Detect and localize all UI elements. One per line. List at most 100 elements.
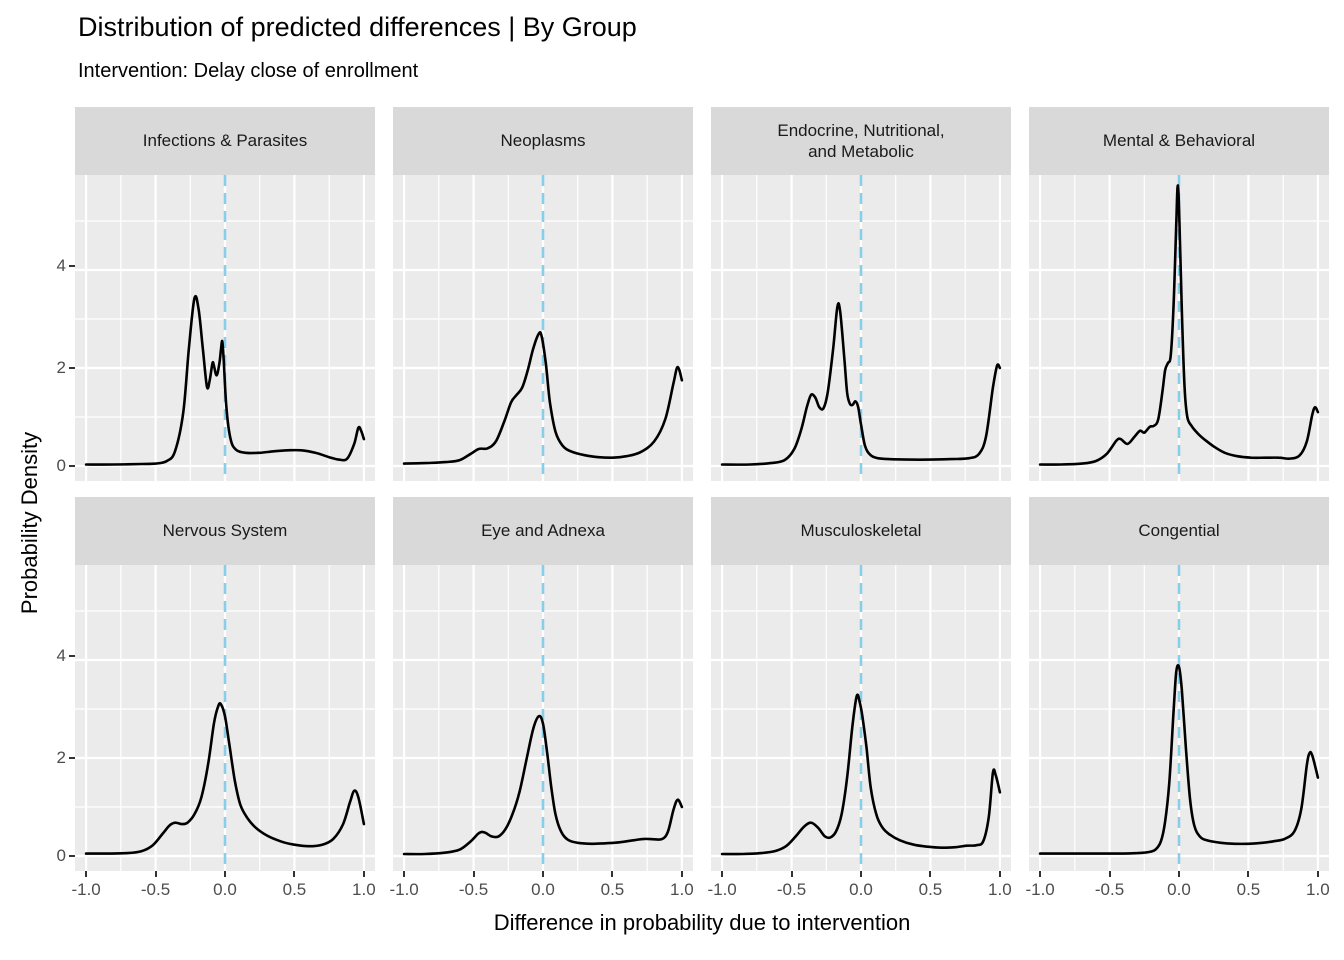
facet-strip: Congential [1029, 497, 1329, 565]
x-tick-label: 1.0 [988, 880, 1012, 899]
x-tick-label: -1.0 [1025, 880, 1055, 899]
facet-strip: Endocrine, Nutritional, and Metabolic [711, 107, 1011, 175]
x-tick-mark [680, 871, 683, 877]
density-curve [84, 294, 366, 466]
facet-musculoskeletal: Musculoskeletal -1.0 -0.5 0.0 0.5 1.0 [707, 497, 1012, 899]
facet-eye-adnexa: Eye and Adnexa -1.0 -0.5 0.0 0.5 1.0 [389, 497, 694, 899]
x-tick-label: -0.5 [140, 880, 171, 899]
x-tick-mark [790, 871, 793, 877]
x-tick-label: 0.0 [531, 880, 555, 899]
x-tick-label: 0.5 [282, 880, 307, 899]
x-tick-label: 0.5 [600, 880, 625, 899]
facet-strip-label: Congential [1138, 521, 1220, 541]
x-tick-mark [998, 871, 1001, 877]
y-tick-mark [69, 465, 75, 467]
x-axis: -1.0 -0.5 0.0 0.5 1.0 [707, 871, 1012, 911]
x-tick-mark [860, 871, 862, 877]
x-tick-mark [611, 871, 614, 877]
x-tick-label: 1.0 [1306, 880, 1330, 899]
x-axis-title: Difference in probability due to interve… [493, 910, 911, 935]
y-tick-label: 4 [56, 256, 66, 275]
minor-gridlines [75, 175, 375, 481]
y-tick-label: 0 [56, 846, 66, 865]
y-tick-label: 2 [56, 748, 66, 767]
minor-gridlines [711, 175, 1011, 481]
facet-strip-label: Musculoskeletal [800, 521, 922, 541]
facet-strip: Mental & Behavioral [1029, 107, 1329, 175]
density-curve [402, 331, 684, 465]
facet-strip: Eye and Adnexa [393, 497, 693, 565]
x-tick-label: -1.0 [707, 880, 737, 899]
chart-title: Distribution of predicted differences | … [78, 12, 637, 42]
y-tick-label: 2 [56, 358, 66, 377]
density-panel [711, 175, 1011, 481]
x-tick-mark [1178, 871, 1180, 877]
x-tick-label: 0.0 [1167, 880, 1191, 899]
x-tick-mark [1039, 871, 1042, 877]
density-curve [84, 702, 366, 855]
facet-strip-label: Infections & Parasites [142, 131, 308, 151]
facet-strip-label: Mental & Behavioral [1102, 131, 1256, 151]
x-tick-mark [1247, 871, 1250, 877]
facet-strip-label: Neoplasms [500, 131, 586, 151]
facet-strip: Infections & Parasites [75, 107, 375, 175]
x-tick-label: -0.5 [1094, 880, 1125, 899]
x-axis: -1.0 -0.5 0.0 0.5 1.0 [389, 871, 694, 911]
density-curve [402, 714, 684, 856]
facet-grid: Infections & Parasites Neoplasms Endocri… [71, 107, 1330, 899]
x-tick-mark [362, 871, 365, 877]
y-tick-mark [69, 367, 75, 369]
facet-strip-label: Nervous System [162, 521, 288, 541]
x-tick-mark [472, 871, 475, 877]
density-panel [393, 565, 693, 871]
x-tick-mark [154, 871, 157, 877]
x-tick-mark [403, 871, 406, 877]
density-panel [75, 565, 375, 871]
x-axis: -1.0 -0.5 0.0 0.5 1.0 [1025, 871, 1330, 911]
x-tick-mark [1108, 871, 1111, 877]
x-axis: -1.0 -0.5 0.0 0.5 1.0 [71, 871, 376, 911]
facet-nervous-system: Nervous System -1.0 -0.5 0.0 0.5 1.0 [71, 497, 376, 899]
minor-gridlines [1029, 175, 1329, 481]
density-curve [720, 693, 1002, 856]
y-tick-mark [69, 655, 75, 657]
x-tick-label: 1.0 [670, 880, 694, 899]
x-tick-label: 0.0 [213, 880, 237, 899]
x-tick-label: -0.5 [776, 880, 807, 899]
x-tick-mark [85, 871, 88, 877]
facet-strip: Neoplasms [393, 107, 693, 175]
facet-strip: Nervous System [75, 497, 375, 565]
density-curve [1038, 663, 1320, 855]
facet-congential: Congential -1.0 -0.5 0.0 0.5 1.0 [1025, 497, 1330, 899]
x-tick-mark [1316, 871, 1319, 877]
y-tick-label: 4 [56, 646, 66, 665]
y-tick-mark [69, 855, 75, 857]
x-tick-label: 0.0 [849, 880, 873, 899]
facet-strip-label: Endocrine, Nutritional, and Metabolic [777, 120, 945, 161]
x-tick-mark [224, 871, 226, 877]
density-curve [720, 302, 1002, 466]
density-panel [1029, 565, 1329, 871]
density-panel [393, 175, 693, 481]
x-tick-label: -1.0 [389, 880, 419, 899]
y-tick-mark [69, 265, 75, 267]
density-panel [711, 565, 1011, 871]
facet-infections-parasites: Infections & Parasites [75, 107, 375, 481]
x-tick-label: 0.5 [1236, 880, 1261, 899]
facet-strip-label: Eye and Adnexa [481, 521, 605, 541]
facet-mental-behavioral: Mental & Behavioral [1029, 107, 1329, 481]
x-tick-label: -0.5 [458, 880, 489, 899]
x-tick-mark [542, 871, 544, 877]
x-tick-mark [721, 871, 724, 877]
facet-endocrine-nutritional-metabolic: Endocrine, Nutritional, and Metabolic [711, 107, 1011, 481]
density-panel [75, 175, 375, 481]
chart-subtitle: Intervention: Delay close of enrollment [78, 60, 419, 82]
facet-strip: Musculoskeletal [711, 497, 1011, 565]
density-panel [1029, 175, 1329, 481]
facet-neoplasms: Neoplasms [393, 107, 693, 481]
x-tick-label: 0.5 [918, 880, 943, 899]
density-curve [1038, 184, 1320, 466]
y-tick-mark [69, 757, 75, 759]
x-tick-label: 1.0 [352, 880, 376, 899]
